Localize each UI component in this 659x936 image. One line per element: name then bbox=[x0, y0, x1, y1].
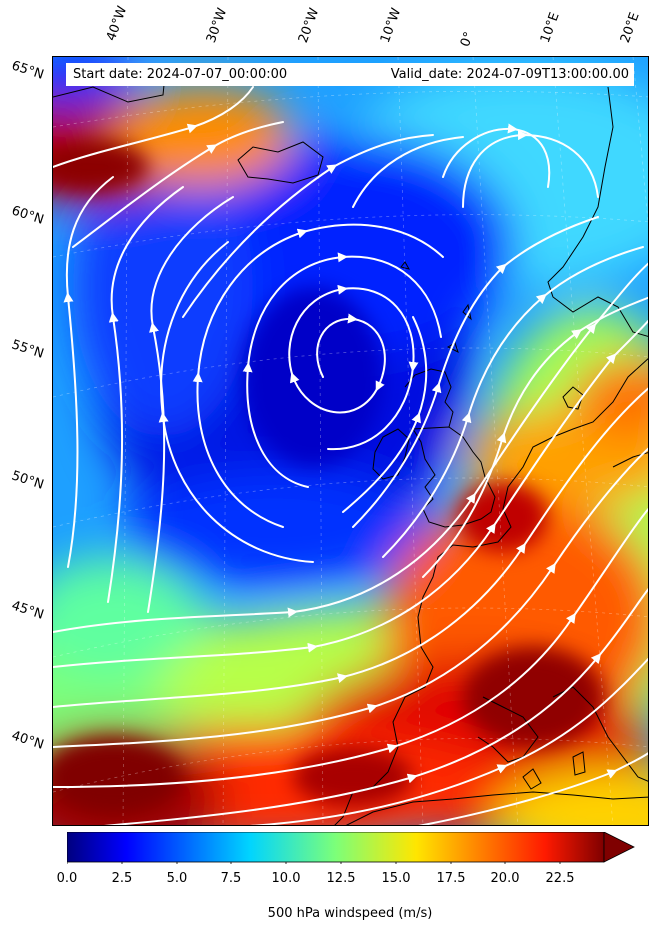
lon-label-30w: 30°W bbox=[203, 6, 231, 45]
lat-label-65n: 65°N bbox=[9, 58, 46, 83]
colorbar-tick: 22.5 bbox=[545, 871, 575, 886]
colorbar-tick: 5.0 bbox=[166, 871, 188, 886]
colorbar-tick: 20.0 bbox=[490, 871, 520, 886]
colorbar-tick: 0.0 bbox=[56, 871, 78, 886]
lat-label-45n: 45°N bbox=[9, 598, 46, 623]
lon-label-10w: 10°W bbox=[377, 6, 405, 45]
lon-label-0: 0° bbox=[457, 29, 478, 49]
colorbar-tick: 2.5 bbox=[111, 871, 133, 886]
date-info-box: Start date: 2024-07-07_00:00:00 Valid_da… bbox=[66, 63, 634, 86]
lat-label-50n: 50°N bbox=[9, 468, 46, 493]
streamlines bbox=[53, 86, 648, 825]
start-date: Start date: 2024-07-07_00:00:00 bbox=[73, 67, 288, 82]
lat-label-60n: 60°N bbox=[9, 203, 46, 228]
lon-label-20w: 20°W bbox=[295, 6, 323, 45]
valid-date: Valid_date: 2024-07-09T13:00:00.00 bbox=[390, 67, 629, 82]
lat-label-40n: 40°N bbox=[9, 728, 46, 753]
lat-label-55n: 55°N bbox=[9, 337, 46, 362]
colorbar-tick: 10.0 bbox=[271, 871, 301, 886]
colorbar-tick: 17.5 bbox=[436, 871, 466, 886]
colorbar-extend-arrow bbox=[603, 832, 635, 863]
map-canvas bbox=[53, 57, 648, 825]
colorbar-tick: 7.5 bbox=[220, 871, 242, 886]
colorbar-tick: 12.5 bbox=[326, 871, 356, 886]
lon-label-40w: 40°W bbox=[103, 4, 131, 43]
lon-label-10e: 10°E bbox=[537, 10, 563, 46]
lon-label-20e: 20°E bbox=[617, 10, 643, 46]
colorbar-label: 500 hPa windspeed (m/s) bbox=[267, 906, 433, 921]
windspeed-map bbox=[52, 56, 649, 826]
colorbar-scale bbox=[67, 832, 605, 863]
colorbar bbox=[67, 832, 635, 864]
colorbar-tick: 15.0 bbox=[381, 871, 411, 886]
